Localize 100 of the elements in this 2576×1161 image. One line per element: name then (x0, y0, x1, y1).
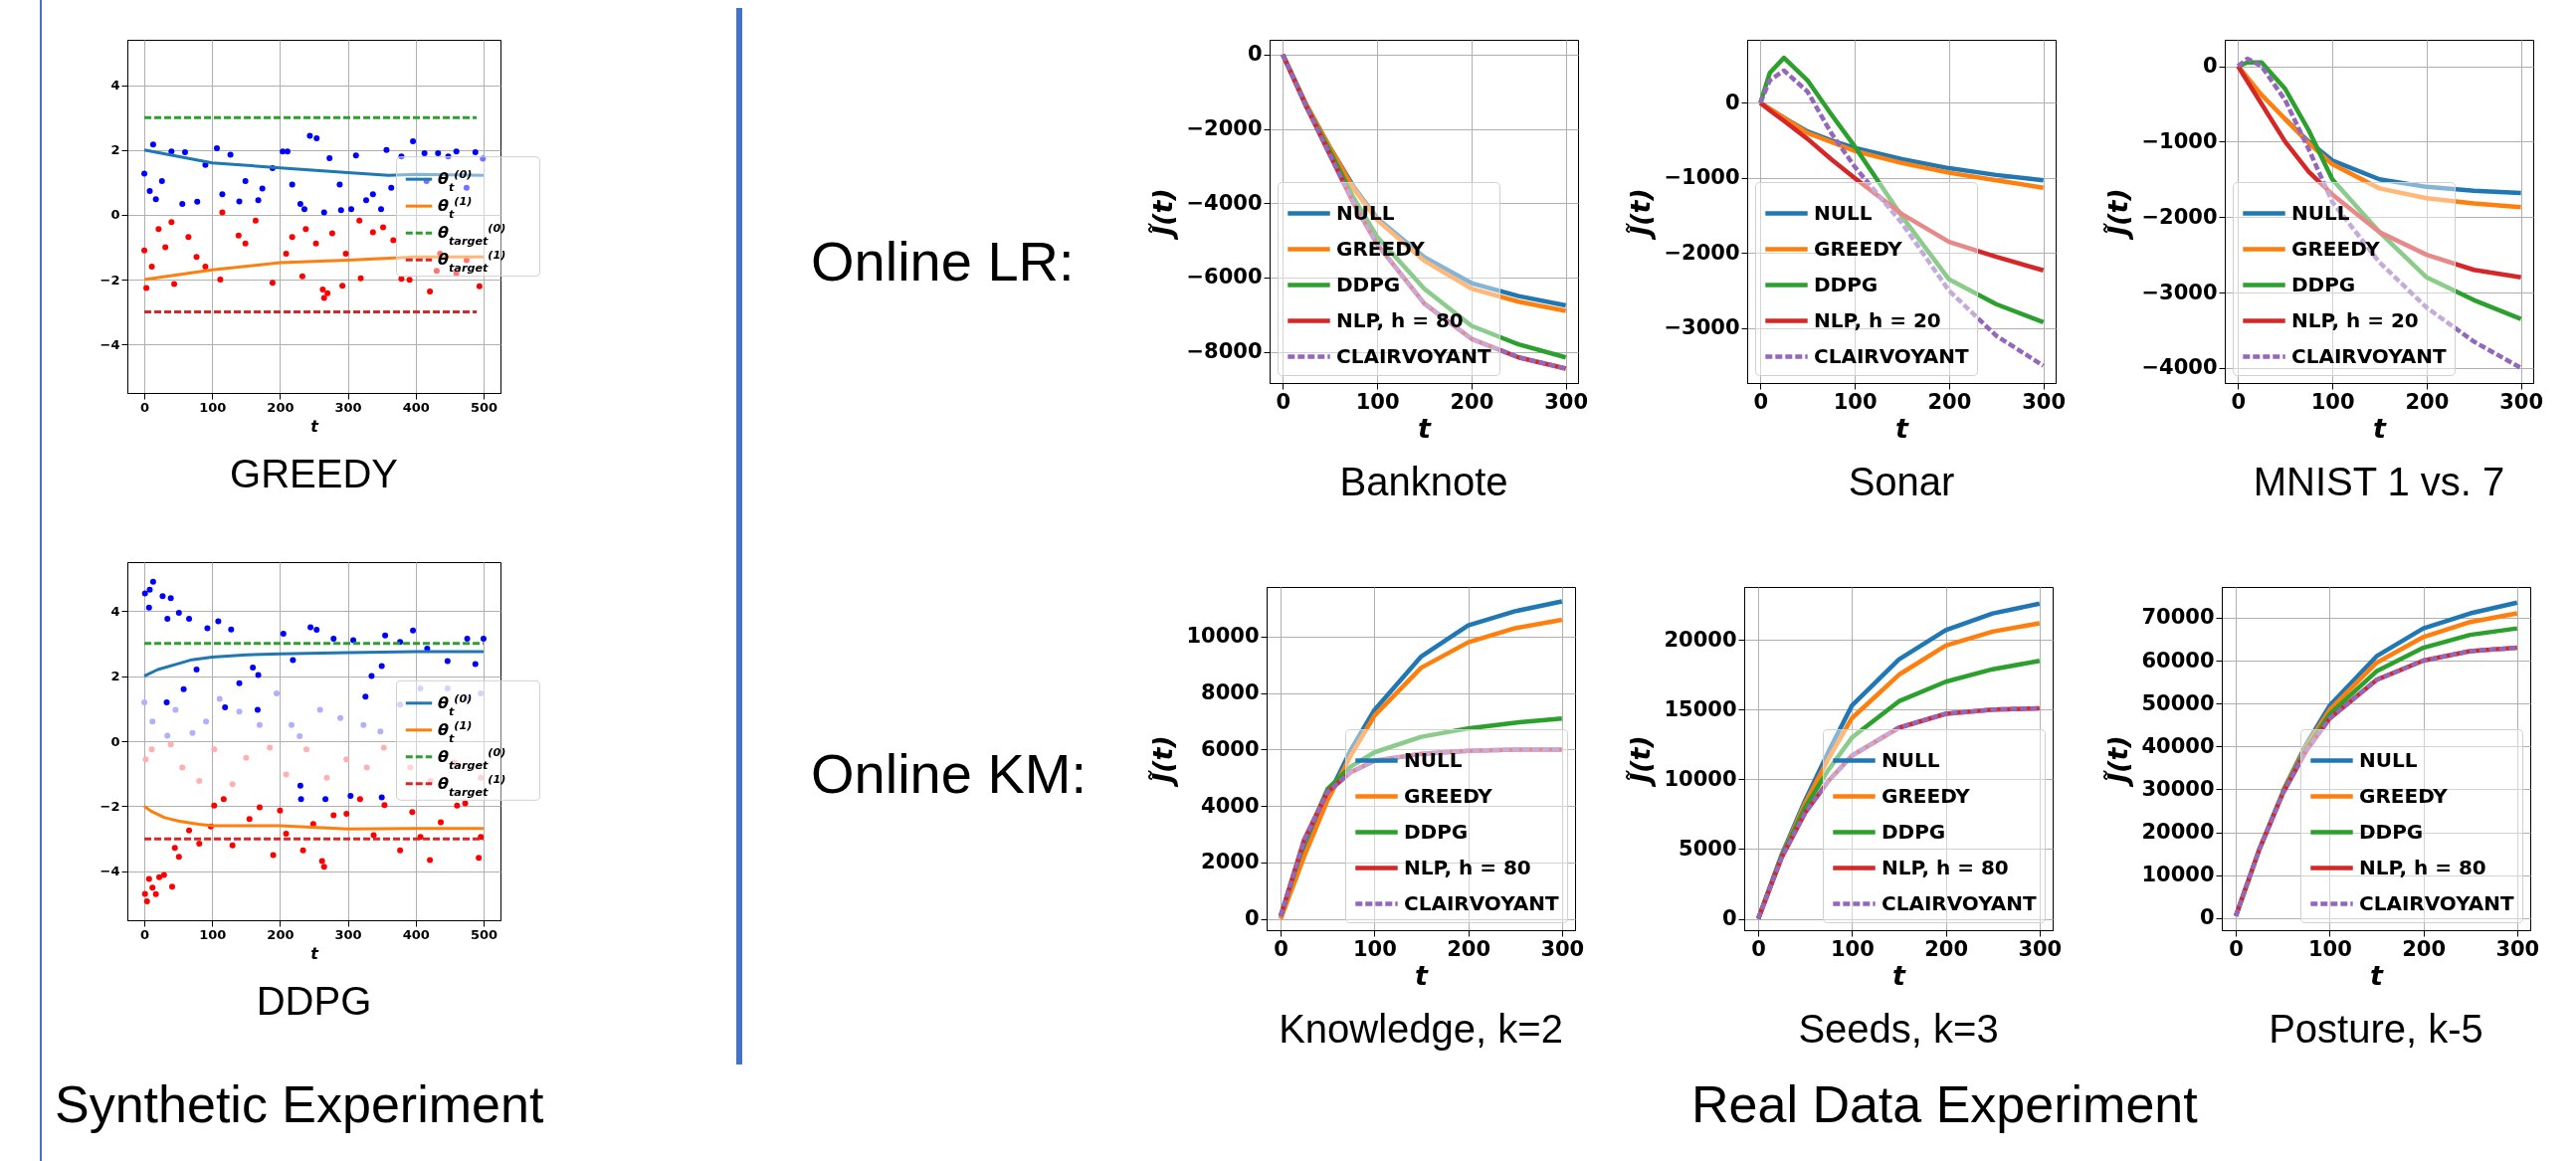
x-tick-label: 200 (267, 926, 295, 942)
x-tick-label: 0 (2231, 389, 2247, 414)
x-tick-label: 300 (334, 926, 362, 942)
legend-label: GREEDY (2359, 783, 2449, 808)
y-axis-title: J̃(t) (1625, 735, 1657, 788)
y-tick-label: 15000 (1664, 696, 1737, 721)
x-tick-label: 200 (1447, 936, 1491, 961)
x-tick-label: 300 (2022, 389, 2067, 414)
legend-label: DDPG (2359, 819, 2424, 844)
x-tick-label: 200 (1927, 389, 1972, 414)
text: Online LR: (811, 229, 1075, 293)
x-tick-label: 0 (140, 926, 150, 942)
x-tick-label: 0 (1751, 936, 1766, 961)
x-tick-label: 500 (470, 399, 498, 415)
x-tick-label: 300 (1544, 389, 1589, 414)
x-tick-label: 100 (1352, 936, 1397, 961)
y-tick-label: −2000 (1186, 116, 1263, 141)
y-tick-label: −4000 (1186, 190, 1263, 215)
x-tick-label: 100 (1830, 936, 1875, 961)
legend-label: GREEDY (1336, 236, 1426, 261)
y-tick-label: 4000 (1201, 793, 1260, 818)
legend-label: CLAIRVOYANT (1814, 343, 1969, 368)
y-tick-label: 70000 (2141, 605, 2215, 630)
y-tick-label: −1000 (1664, 165, 1740, 190)
y-tick-label: 0 (1247, 42, 1263, 67)
y-tick-label: 10000 (1664, 766, 1737, 791)
x-axis-title: t (2370, 959, 2385, 991)
x-axis-title: t (310, 943, 320, 963)
y-tick-label: 4 (110, 603, 120, 619)
y-tick-label: 5000 (1679, 836, 1737, 861)
y-axis-title: J̃(t) (1147, 188, 1179, 241)
x-tick-label: 300 (334, 399, 362, 415)
y-tick-label: 0 (110, 733, 120, 749)
text: Posture, k-5 (2269, 1007, 2483, 1051)
x-tick-label: 400 (402, 399, 430, 415)
legend-label: DDPG (1882, 819, 1946, 844)
y-tick-label: 50000 (2141, 690, 2215, 715)
x-tick-label: 200 (267, 399, 295, 415)
y-tick-label: 20000 (2141, 820, 2215, 845)
x-tick-label: 0 (1276, 389, 1291, 414)
y-tick-label: 10000 (2141, 863, 2215, 887)
y-tick-label: −2000 (2141, 204, 2218, 229)
x-axis-title: t (1415, 959, 1430, 991)
text: DDPG (256, 979, 372, 1023)
y-tick-label: 8000 (1201, 680, 1260, 705)
legend-label: NULL (2359, 747, 2418, 772)
x-tick-label: 500 (470, 926, 498, 942)
y-tick-label: −3000 (2141, 280, 2218, 304)
legend-label: GREEDY (1814, 236, 1903, 261)
legend-label: NLP, h = 80 (1336, 307, 1464, 332)
y-tick-label: −4 (99, 336, 120, 352)
y-axis-title: J̃(t) (1625, 188, 1657, 241)
legend-label: CLAIRVOYANT (1404, 890, 1559, 915)
legend-label: DDPG (1814, 272, 1879, 296)
legend-label: DDPG (2291, 272, 2356, 296)
x-tick-label: 200 (2402, 936, 2447, 961)
legend-label: CLAIRVOYANT (1882, 890, 2037, 915)
legend-label: NLP, h = 80 (1404, 855, 1531, 879)
y-tick-label: 30000 (2141, 776, 2215, 801)
y-tick-label: 40000 (2141, 733, 2215, 758)
x-axis-title: t (1418, 412, 1433, 444)
y-tick-label: 0 (2202, 54, 2218, 79)
text: GREEDY (230, 452, 398, 495)
x-tick-label: 300 (2018, 936, 2063, 961)
x-tick-label: 0 (1274, 936, 1288, 961)
x-tick-label: 200 (1924, 936, 1969, 961)
y-tick-label: 0 (1724, 90, 1740, 114)
y-tick-label: 60000 (2141, 648, 2215, 673)
legend-label: NULL (1336, 200, 1395, 225)
legend-label: CLAIRVOYANT (1336, 343, 1491, 368)
legend-label: DDPG (1336, 272, 1401, 296)
text: MNIST 1 vs. 7 (2253, 460, 2505, 503)
x-tick-label: 400 (402, 926, 430, 942)
y-tick-label: 4 (110, 78, 120, 94)
text: Sonar (1848, 460, 1955, 503)
legend-label: CLAIRVOYANT (2291, 343, 2447, 368)
text: Seeds, k=3 (1798, 1007, 1999, 1051)
y-tick-label: −2 (99, 798, 120, 814)
x-tick-label: 200 (2405, 389, 2450, 414)
x-tick-label: 0 (2229, 936, 2244, 961)
legend-label: CLAIRVOYANT (2359, 890, 2514, 915)
text: Real Data Experiment (1691, 1074, 2198, 1134)
x-tick-label: 0 (1753, 389, 1769, 414)
y-tick-label: −4 (99, 864, 120, 879)
legend-label: NLP, h = 20 (2291, 307, 2419, 332)
y-tick-label: −6000 (1186, 265, 1263, 290)
y-tick-label: 2 (110, 669, 120, 684)
y-tick-label: 2000 (1201, 850, 1260, 874)
legend-label: NULL (1814, 200, 1873, 225)
legend-label: NLP, h = 20 (1814, 307, 1941, 332)
legend-label: NULL (1882, 747, 1940, 772)
x-tick-label: 0 (140, 399, 150, 415)
y-axis-title: J̃(t) (2102, 735, 2134, 788)
y-tick-label: −8000 (1186, 339, 1263, 364)
y-tick-label: 10000 (1186, 624, 1260, 649)
y-tick-label: 6000 (1201, 736, 1260, 761)
text: Banknote (1339, 460, 1508, 503)
y-tick-label: −4000 (2141, 355, 2218, 380)
x-axis-title: t (1895, 412, 1910, 444)
y-tick-label: 0 (110, 207, 120, 223)
